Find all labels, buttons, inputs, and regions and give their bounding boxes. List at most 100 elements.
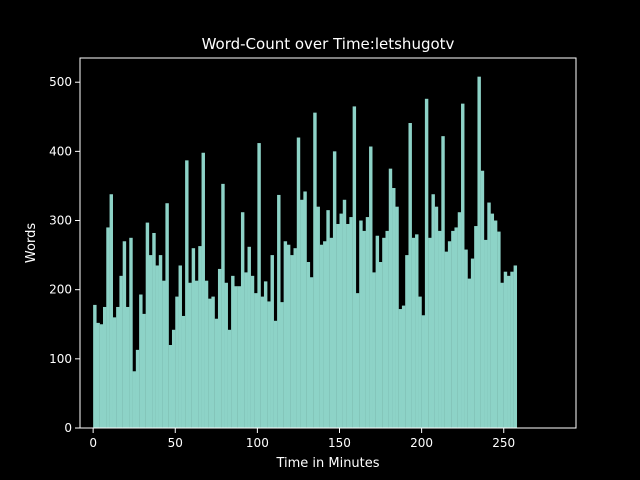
bar: [125, 306, 130, 428]
bar: [227, 329, 232, 428]
bar: [467, 278, 472, 428]
bar: [155, 265, 159, 428]
bar: [152, 232, 156, 428]
bar: [263, 281, 268, 428]
bar: [510, 271, 514, 428]
bar: [250, 275, 255, 428]
bar: [139, 294, 143, 428]
bar: [484, 239, 488, 428]
bar: [142, 313, 146, 428]
bar: [237, 286, 242, 428]
bar: [336, 223, 340, 428]
bar: [145, 222, 150, 428]
bar: [441, 136, 445, 428]
bar: [369, 146, 373, 428]
bar: [480, 170, 485, 429]
bar: [342, 199, 347, 428]
bar: [224, 282, 228, 428]
bar: [106, 227, 110, 428]
x-tick-label: 250: [492, 436, 515, 450]
y-tick-label: 300: [49, 214, 72, 228]
bar: [217, 268, 222, 428]
bar: [132, 371, 136, 428]
x-axis-ticks: 0 50 100 150 200 250: [89, 428, 515, 450]
bar: [408, 123, 412, 428]
bar: [286, 244, 291, 428]
bar: [346, 223, 350, 428]
bar: [231, 275, 235, 428]
chart-title: Word-Count over Time:letshugotv: [202, 35, 455, 53]
bar: [503, 271, 508, 428]
bar: [309, 277, 314, 428]
bar: [332, 151, 337, 429]
bar: [372, 272, 376, 428]
bar: [270, 255, 274, 428]
bar: [339, 213, 343, 428]
bar: [306, 262, 311, 428]
bar: [313, 112, 317, 428]
bar: [316, 206, 320, 428]
bar: [273, 320, 278, 428]
bar: [434, 206, 439, 428]
bar: [382, 237, 386, 428]
bar: [500, 282, 504, 428]
bar: [116, 306, 120, 428]
bar: [411, 237, 416, 428]
bar: [221, 183, 225, 428]
bar: [365, 217, 370, 428]
bar: [461, 103, 465, 428]
bar: [497, 231, 501, 428]
bar: [208, 298, 212, 428]
bar: [493, 220, 498, 428]
bar: [388, 168, 393, 428]
bar: [162, 280, 166, 428]
bar: [211, 296, 215, 428]
y-axis-ticks: 0 100 200 300 400 500: [49, 75, 80, 435]
bar: [421, 315, 426, 428]
bar-series: [93, 76, 518, 429]
bar: [290, 255, 294, 428]
bar: [198, 246, 202, 428]
bar: [244, 272, 248, 428]
bar: [188, 282, 192, 428]
bar: [362, 230, 366, 428]
bar: [168, 345, 173, 428]
bar: [102, 306, 107, 428]
bar: [171, 329, 176, 428]
bar: [283, 241, 288, 428]
bar: [375, 235, 380, 428]
x-tick-label: 50: [168, 436, 183, 450]
bar: [428, 237, 432, 428]
bar: [303, 191, 307, 428]
bar: [431, 194, 435, 428]
bar: [385, 230, 389, 428]
x-tick-label: 100: [246, 436, 269, 450]
bar: [254, 293, 258, 428]
bar: [204, 280, 209, 428]
y-tick-label: 100: [49, 352, 72, 366]
bar: [194, 280, 199, 428]
bar: [323, 241, 327, 428]
bar: [300, 199, 304, 428]
y-axis-label: Words: [24, 223, 39, 263]
bar: [280, 302, 284, 428]
bar: [267, 301, 271, 428]
x-tick-label: 200: [410, 436, 433, 450]
bar: [326, 210, 330, 428]
bar: [415, 234, 419, 428]
bar: [329, 237, 334, 428]
bar: [277, 194, 281, 428]
bar: [119, 275, 123, 428]
bar: [165, 203, 169, 428]
bar: [293, 248, 297, 428]
bar: [359, 220, 363, 428]
bar: [457, 212, 462, 428]
bar: [438, 230, 442, 428]
bar: [178, 265, 182, 428]
bar: [454, 227, 458, 428]
bar: [148, 255, 153, 428]
bar: [395, 206, 399, 428]
bar: [247, 246, 251, 428]
bar: [214, 318, 219, 428]
